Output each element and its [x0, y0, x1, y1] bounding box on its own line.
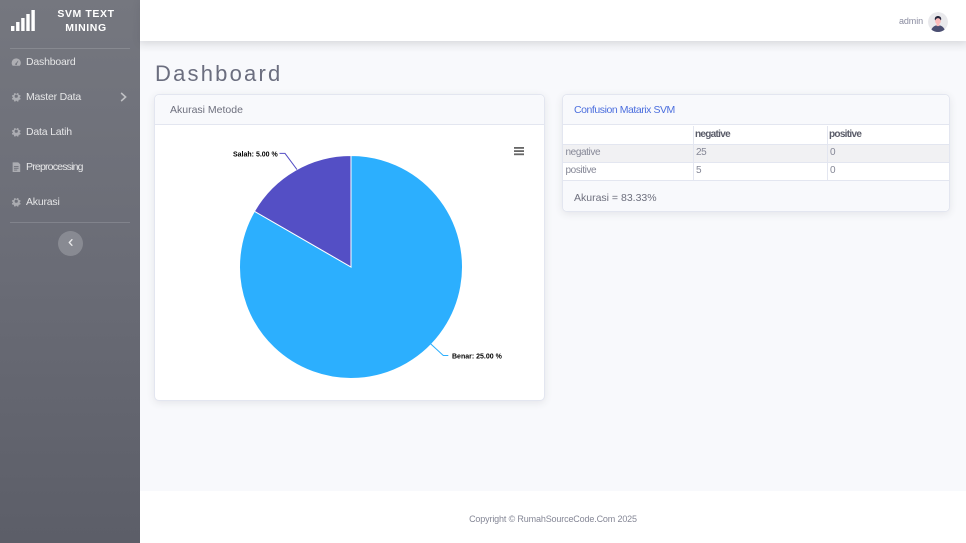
svg-text:Benar: 25.00 %: Benar: 25.00 %	[452, 354, 503, 361]
svg-text:Salah: 5.00 %: Salah: 5.00 %	[233, 152, 279, 159]
